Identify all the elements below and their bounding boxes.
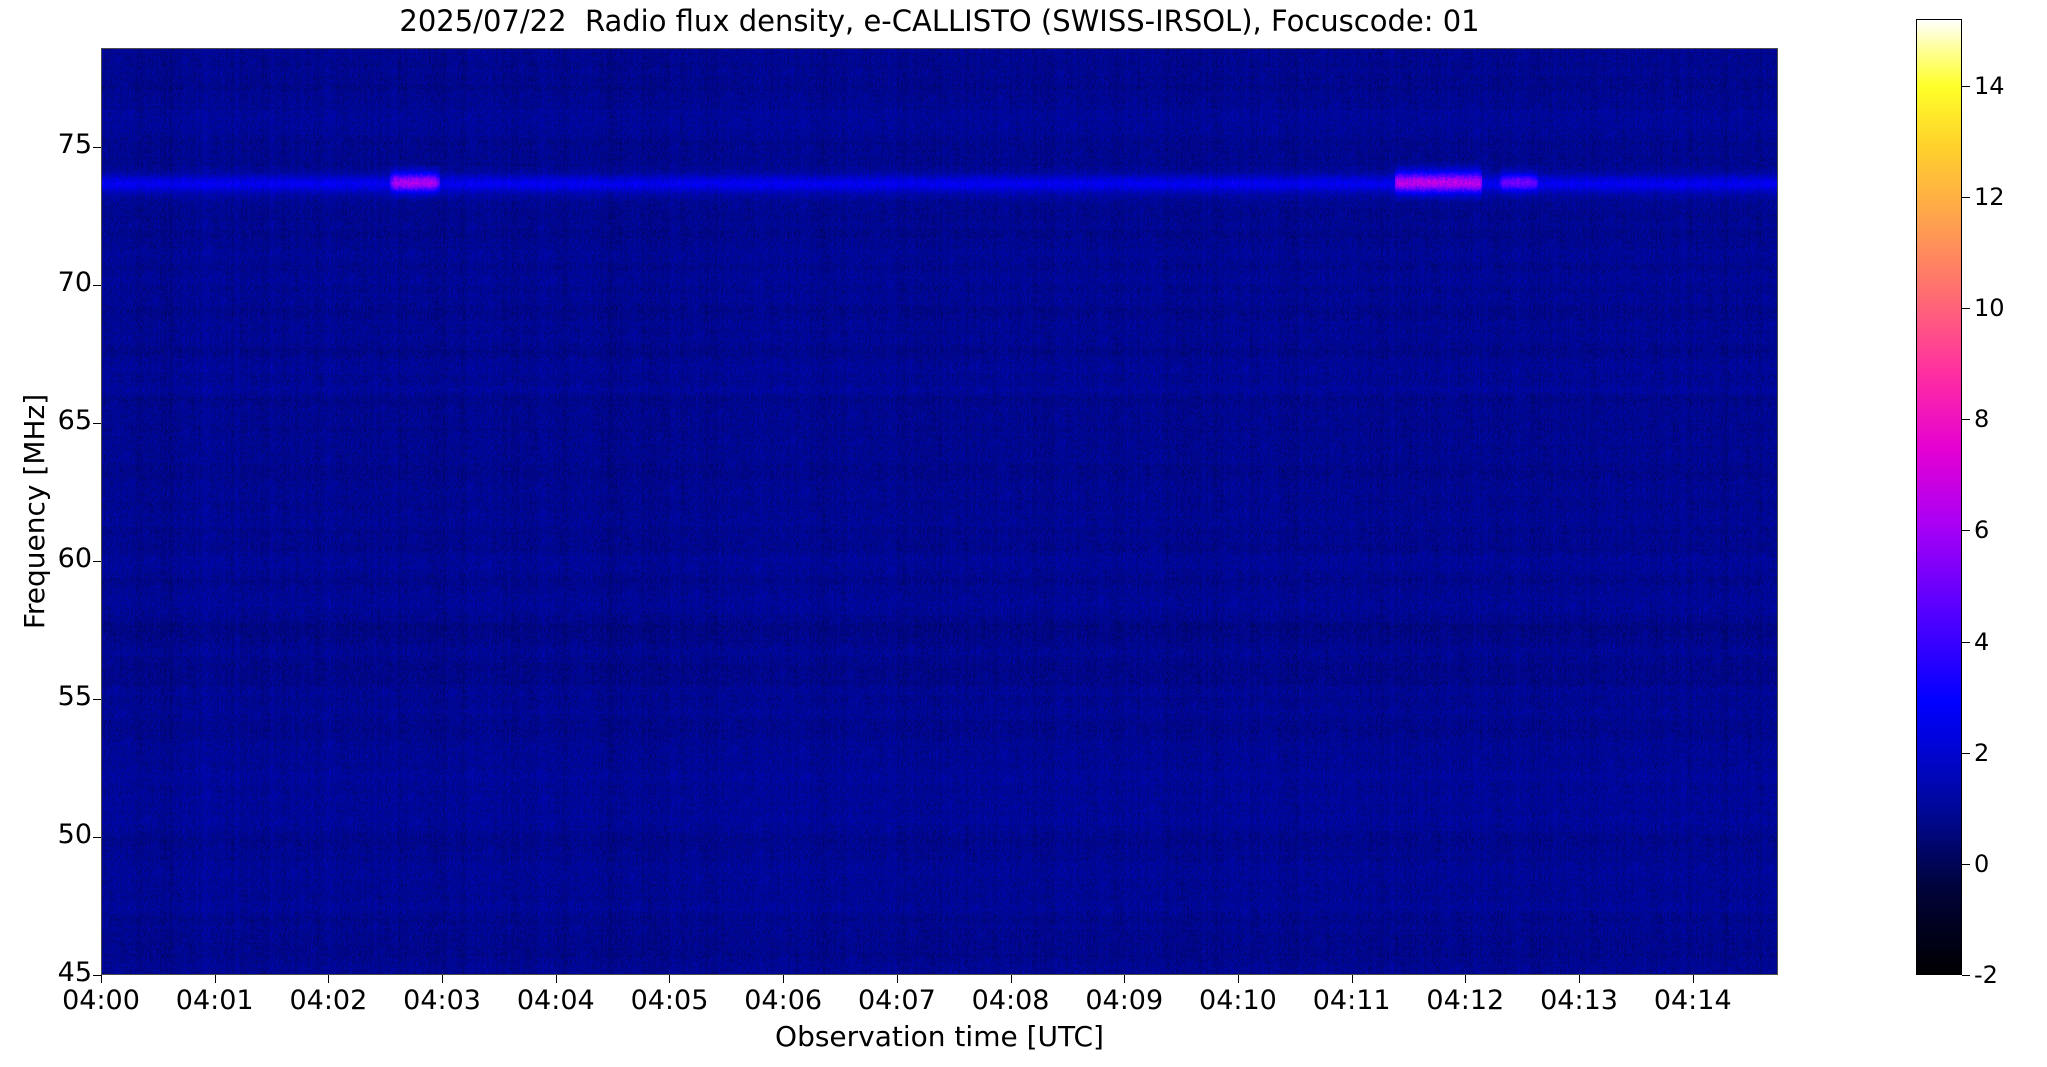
colorbar-tick-label: 2 — [1974, 738, 1990, 767]
colorbar[interactable] — [1916, 19, 1962, 975]
x-tick-label: 04:04 — [516, 985, 595, 1016]
colorbar-label-wrap: dB above background — [2012, 19, 2047, 975]
y-tick-label: 65 — [57, 405, 92, 437]
y-tick-mark — [93, 423, 101, 425]
colorbar-tick-label: 14 — [1974, 71, 2005, 100]
colorbar-tick-mark — [1962, 641, 1970, 643]
colorbar-tick-label: 6 — [1974, 516, 1990, 545]
x-tick-mark — [442, 975, 444, 983]
x-tick-label: 04:05 — [630, 985, 709, 1016]
x-tick-mark — [214, 975, 216, 983]
x-tick-mark — [1124, 975, 1126, 983]
x-tick-label: 04:08 — [971, 985, 1050, 1016]
x-tick-mark — [669, 975, 671, 983]
y-tick-mark — [93, 975, 101, 976]
colorbar-tick-mark — [1962, 196, 1970, 198]
x-tick-label: 04:13 — [1540, 985, 1618, 1016]
y-tick-label: 75 — [57, 129, 92, 161]
x-tick-label: 04:01 — [175, 985, 254, 1016]
x-tick-label: 04:10 — [1199, 985, 1277, 1016]
y-tick-mark — [93, 147, 101, 149]
colorbar-tick-mark — [1962, 419, 1970, 421]
x-tick-mark — [1692, 975, 1694, 983]
y-tick-mark — [93, 285, 101, 287]
y-tick-label: 45 — [57, 957, 92, 988]
colorbar-tick-mark — [1962, 308, 1970, 310]
y-tick-label: 70 — [57, 267, 92, 299]
colorbar-tick-mark — [1962, 975, 1970, 976]
colorbar-tick-label: 12 — [1974, 182, 2005, 211]
spectrogram-plot-area[interactable] — [101, 48, 1778, 975]
x-tick-mark — [555, 975, 557, 983]
x-tick-label: 04:12 — [1426, 985, 1505, 1016]
colorbar-tick-mark — [1962, 752, 1970, 754]
x-tick-mark — [1010, 975, 1012, 983]
y-tick-label: 55 — [57, 681, 92, 713]
y-tick-label: 50 — [57, 819, 92, 851]
x-tick-label: 04:06 — [744, 985, 823, 1016]
y-tick-mark — [93, 699, 101, 701]
colorbar-tick-mark — [1962, 530, 1970, 532]
y-axis-label-wrap: Frequency [MHz] — [14, 48, 54, 975]
x-tick-label: 04:09 — [1085, 985, 1164, 1016]
x-tick-label: 04:11 — [1312, 985, 1391, 1016]
x-tick-mark — [1237, 975, 1239, 983]
x-tick-mark — [1351, 975, 1353, 983]
x-tick-label: 04:03 — [403, 985, 481, 1016]
y-tick-mark — [93, 837, 101, 839]
x-tick-mark — [783, 975, 785, 983]
x-axis-label: Observation time [UTC] — [775, 1020, 1104, 1053]
x-tick-mark — [1579, 975, 1581, 983]
x-tick-label: 04:00 — [62, 985, 140, 1016]
page-title: 2025/07/22 Radio flux density, e-CALLIST… — [399, 4, 1480, 38]
colorbar-tick-mark — [1962, 85, 1970, 87]
x-tick-label: 04:07 — [857, 985, 936, 1016]
x-tick-label: 04:14 — [1653, 985, 1732, 1016]
y-tick-mark — [93, 561, 101, 563]
colorbar-tick-label: 4 — [1974, 627, 1990, 656]
x-tick-mark — [328, 975, 330, 983]
colorbar-tick-label: 0 — [1974, 849, 1990, 878]
colorbar-tick-mark — [1962, 863, 1970, 865]
x-tick-mark — [101, 975, 102, 983]
colorbar-tick-label: 10 — [1974, 294, 2005, 323]
y-axis-label: Frequency [MHz] — [17, 393, 51, 630]
x-tick-mark — [896, 975, 898, 983]
colorbar-tick-label: 8 — [1974, 405, 1990, 434]
x-tick-label: 04:02 — [289, 985, 368, 1016]
x-tick-mark — [1465, 975, 1467, 983]
colorbar-tick-label: -2 — [1974, 961, 1998, 989]
spectrogram-image — [102, 49, 1777, 974]
y-tick-label: 60 — [57, 543, 92, 575]
